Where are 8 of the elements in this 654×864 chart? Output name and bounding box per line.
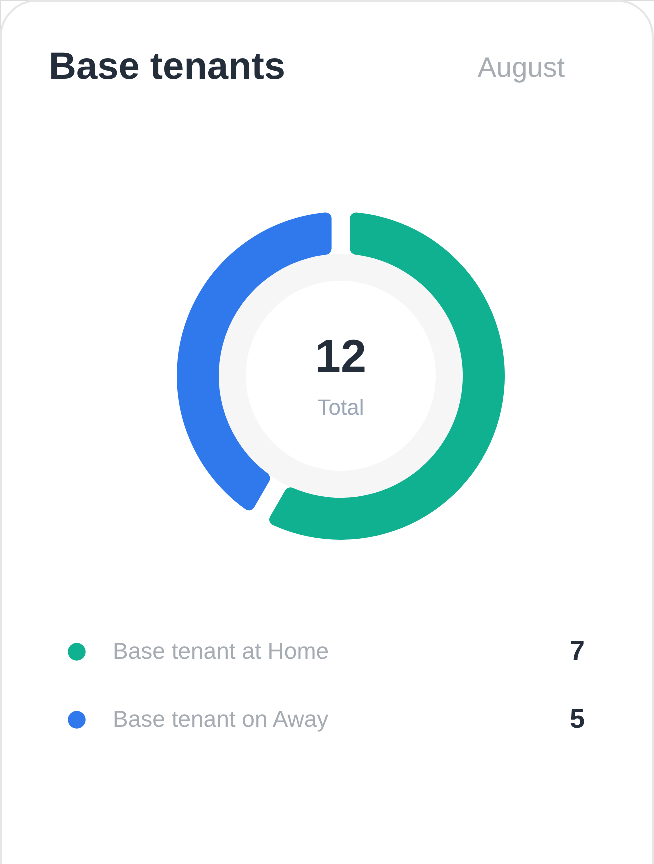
- text: 12: [315, 330, 367, 382]
- data-label: 5: [570, 704, 585, 734]
- legend-label: Base tenant on Away: [113, 706, 330, 732]
- data-label: 7: [570, 636, 585, 666]
- text: Total: [318, 395, 364, 420]
- chart-title: Base tenants: [49, 46, 286, 88]
- legend-label: Base tenant at Home: [113, 638, 330, 664]
- chart-subtitle: August: [478, 52, 566, 83]
